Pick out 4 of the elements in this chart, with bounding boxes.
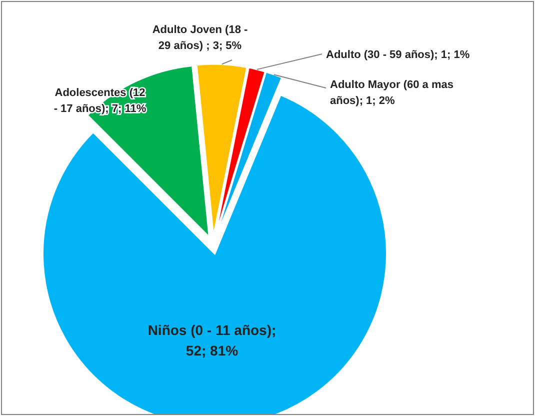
slice-label: Adulto (30 - 59 años); 1; 1% <box>326 49 470 61</box>
slice-label: Adulto Mayor (60 a mas años); 1; 2% <box>330 79 454 107</box>
slice-label: Adulto Joven (18 - 29 años) ; 3; 5% <box>152 24 248 52</box>
slice-label: Niños (0 - 11 años); 52; 81% <box>148 322 276 358</box>
